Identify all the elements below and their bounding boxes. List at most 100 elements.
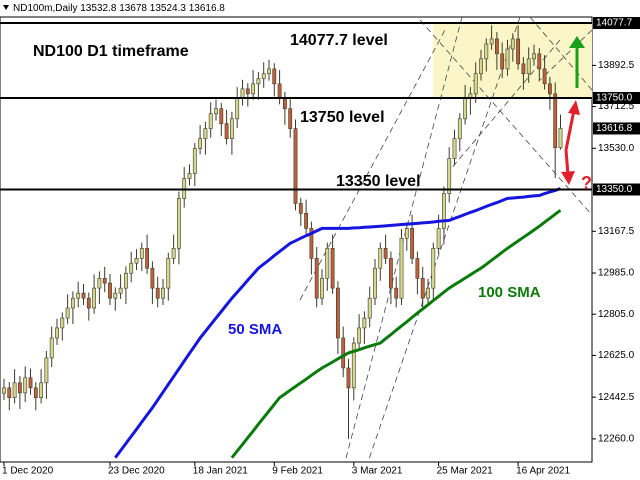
candle-body — [505, 48, 510, 70]
candle-body — [139, 248, 144, 259]
y-tick-label: 12985.0 — [598, 268, 635, 279]
trendline — [449, 39, 561, 171]
open: 13532.8 — [80, 3, 117, 14]
candle-body — [198, 138, 203, 149]
y-tick-label: 12805.0 — [598, 309, 635, 320]
candle-body — [373, 267, 377, 299]
candle-body — [39, 382, 44, 399]
candle-body — [272, 68, 277, 85]
trendline — [299, 29, 446, 301]
candle-body — [399, 237, 404, 299]
candle-body — [71, 297, 75, 309]
candle-body — [235, 98, 240, 120]
high: 13678 — [119, 3, 147, 14]
candle-body — [457, 118, 462, 140]
candle-body — [219, 108, 224, 124]
candle-body — [304, 213, 309, 229]
price-label: 13616.8 — [596, 123, 633, 134]
candle-body — [426, 287, 430, 299]
candle-body — [150, 267, 155, 289]
annotation: 13350 level — [336, 173, 421, 190]
header-icon — [3, 5, 9, 10]
candle-body — [187, 173, 192, 179]
candle-body — [547, 83, 552, 95]
y-tick-label: 12625.0 — [598, 350, 635, 361]
red-arrow-up — [564, 109, 576, 151]
candle-body — [335, 287, 340, 339]
y-tick-label: 12260.0 — [598, 434, 635, 445]
red-arrow-head — [561, 171, 575, 185]
candle-body — [489, 38, 494, 45]
candle-body — [367, 297, 372, 319]
candle-body — [203, 128, 208, 140]
x-tick-label: 16 Apr 2021 — [516, 466, 570, 477]
candle-body — [415, 258, 420, 279]
x-tick-label: 18 Jan 2021 — [193, 466, 248, 477]
candle-body — [108, 282, 112, 299]
sma-line — [230, 209, 562, 459]
candle-body — [553, 93, 558, 148]
candle-body — [118, 287, 123, 294]
candle-body — [55, 327, 59, 339]
candle-body — [473, 73, 478, 95]
red-arrow-head — [568, 100, 580, 115]
candle-body — [208, 113, 213, 129]
candle-body — [484, 43, 489, 60]
candle-body — [410, 228, 415, 259]
candle-body — [102, 277, 107, 284]
candle-body — [17, 382, 22, 394]
x-tick-label: 3 Mar 2021 — [352, 466, 403, 477]
y-tick-label: 12442.5 — [598, 392, 635, 403]
candle-body — [251, 83, 256, 95]
candle-body — [526, 58, 531, 75]
candle-body — [76, 292, 81, 299]
candle-body — [81, 292, 86, 299]
close: 13616.8 — [189, 3, 226, 14]
candle-body — [320, 277, 324, 299]
candle-body — [267, 68, 271, 75]
candle-body — [436, 228, 441, 249]
candle-body — [7, 387, 12, 399]
red-arrow-down — [564, 149, 570, 176]
candle-body — [494, 38, 499, 55]
candle-body — [479, 58, 483, 75]
trendline — [344, 17, 463, 462]
levels: 14077.7 13750.0 13350.0 — [0, 17, 640, 196]
candle-body — [325, 248, 330, 279]
candle-body — [134, 258, 139, 264]
candle-body — [177, 198, 181, 249]
candle-body — [293, 128, 298, 204]
candle-body — [192, 148, 197, 174]
x-tick-label: 23 Dec 2020 — [108, 466, 165, 477]
candle-body — [558, 128, 563, 148]
candle-body — [124, 272, 128, 289]
y-tick-label: 13892.5 — [598, 60, 635, 71]
up-arrow-head — [569, 36, 585, 48]
annotation: ? — [581, 173, 592, 193]
candle-body — [28, 377, 33, 389]
y-tick-label: 13712.5 — [598, 101, 635, 112]
candle-body — [309, 228, 314, 259]
candle-body — [542, 68, 547, 85]
x-tick-label: 9 Feb 2021 — [272, 466, 323, 477]
candle-body — [44, 357, 49, 384]
candle-body — [516, 38, 521, 65]
candle-body — [346, 367, 351, 389]
x-tick-label: 25 Mar 2021 — [437, 466, 494, 477]
candle-body — [341, 337, 346, 369]
series-label: 100 SMA — [478, 284, 541, 301]
candle-body — [155, 287, 160, 299]
candle-body — [230, 118, 234, 140]
candle-body — [129, 262, 134, 274]
candle-body — [288, 108, 293, 129]
trendline — [529, 17, 592, 91]
candle-body — [145, 248, 150, 269]
candle-body — [86, 297, 91, 309]
candle-body — [441, 193, 446, 229]
level-label-box — [593, 17, 640, 30]
candle-body — [282, 98, 287, 110]
header: ND100m,Daily 13532.8 13678 13524.3 13616… — [3, 3, 225, 14]
annotation: 13750 level — [300, 109, 385, 126]
candle-body — [182, 178, 187, 199]
candle-body — [298, 203, 303, 214]
